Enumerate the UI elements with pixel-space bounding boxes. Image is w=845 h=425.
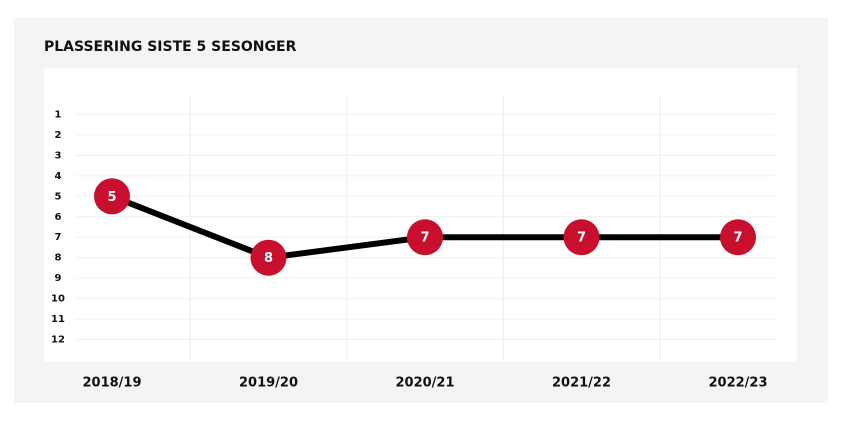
x-tick-label: 2019/20	[239, 376, 298, 391]
y-tick-label: 12	[51, 335, 65, 346]
y-tick-label: 3	[55, 150, 62, 161]
data-label: 5	[107, 190, 116, 205]
data-label: 7	[420, 231, 429, 246]
y-tick-label: 10	[51, 294, 65, 305]
marker	[407, 219, 443, 256]
y-tick-label: 4	[55, 171, 62, 182]
marker	[563, 219, 600, 256]
y-tick-label: 1	[55, 109, 62, 120]
data-label: 7	[733, 231, 742, 246]
marker	[720, 219, 756, 256]
plot-panel	[44, 68, 797, 362]
data-label: 7	[577, 231, 586, 246]
y-tick-label: 2	[55, 130, 62, 141]
y-tick-label: 6	[55, 212, 62, 223]
x-tick-label: 2022/23	[708, 376, 767, 391]
data-label: 8	[264, 251, 273, 266]
y-tick-label: 9	[55, 273, 62, 284]
marker	[94, 178, 130, 215]
y-tick-label: 8	[55, 253, 62, 264]
x-tick-label: 2020/21	[395, 376, 454, 391]
x-tick-label: 2021/22	[552, 376, 611, 391]
marker	[250, 239, 287, 276]
y-tick-label: 5	[55, 191, 62, 202]
y-tick-label: 7	[55, 232, 62, 243]
chart-title: PLASSERING SISTE 5 SESONGER	[44, 39, 297, 55]
y-tick-label: 11	[51, 314, 65, 325]
x-tick-label: 2018/19	[82, 376, 141, 391]
